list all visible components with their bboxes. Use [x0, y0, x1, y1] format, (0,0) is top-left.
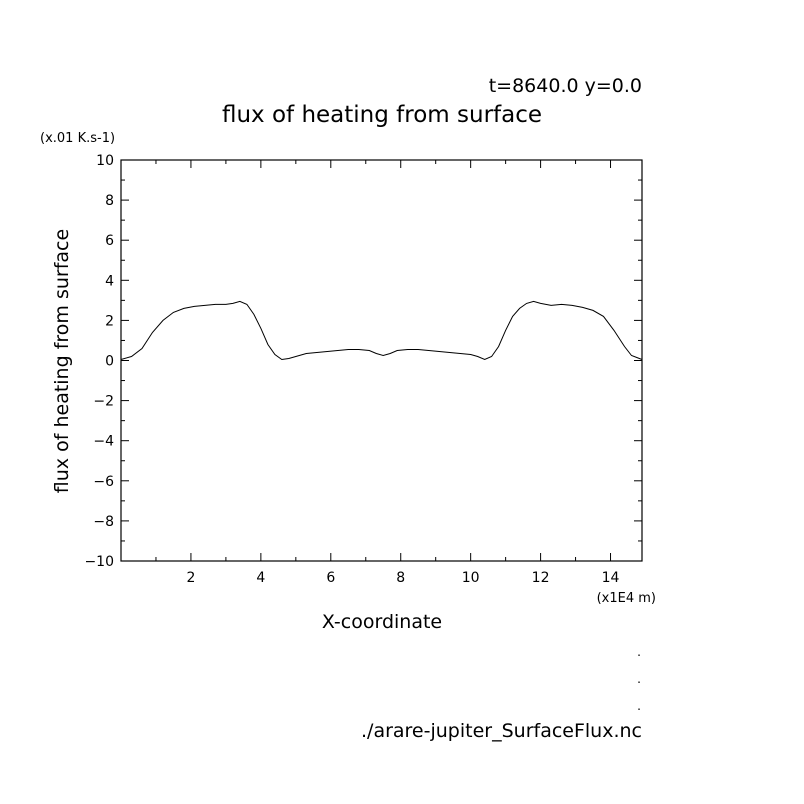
corner-mark: . — [637, 699, 641, 713]
series-line — [120, 300, 643, 361]
x-tick-label: 8 — [396, 570, 405, 586]
y-tick-label: 8 — [105, 193, 114, 209]
x-tick-label: 2 — [186, 570, 195, 586]
y-tick-label: −4 — [93, 434, 114, 450]
y-tick-label: −10 — [84, 554, 114, 570]
y-tick-label: 2 — [105, 313, 114, 329]
y-tick-label: −8 — [93, 514, 114, 530]
corner-mark: . — [637, 645, 641, 659]
y-tick-label: −6 — [93, 474, 114, 490]
corner-mark: . — [637, 672, 641, 686]
x-tick-label: 14 — [602, 570, 620, 586]
y-tick-label: 0 — [105, 354, 114, 370]
y-unit-label: (x.01 K.s-1) — [40, 131, 115, 146]
y-tick-label: 4 — [105, 273, 114, 289]
time-label: t=8640.0 y=0.0 — [489, 75, 642, 97]
plot-frame — [120, 159, 643, 562]
x-axis-label: X-coordinate — [322, 611, 442, 633]
y-tick-label: 6 — [105, 233, 114, 249]
source-file-label: ./arare-jupiter_SurfaceFlux.nc — [361, 720, 642, 742]
x-tick-label: 4 — [256, 570, 265, 586]
x-tick-label: 10 — [462, 570, 480, 586]
x-unit-label: (x1E4 m) — [597, 591, 656, 606]
x-tick-label: 12 — [532, 570, 550, 586]
axis-ticks — [121, 159, 642, 562]
chart-title: flux of heating from surface — [222, 102, 542, 128]
x-tick-label: 6 — [326, 570, 335, 586]
axis-tick-labels: 2 4 6 8 10 12 14 10 8 6 4 2 0 −2 −4 −6 −8 −10 — [84, 153, 619, 586]
y-tick-label: −2 — [93, 394, 114, 410]
y-axis-label: flux of heating from surface — [51, 229, 73, 493]
y-tick-label: 10 — [96, 153, 114, 169]
